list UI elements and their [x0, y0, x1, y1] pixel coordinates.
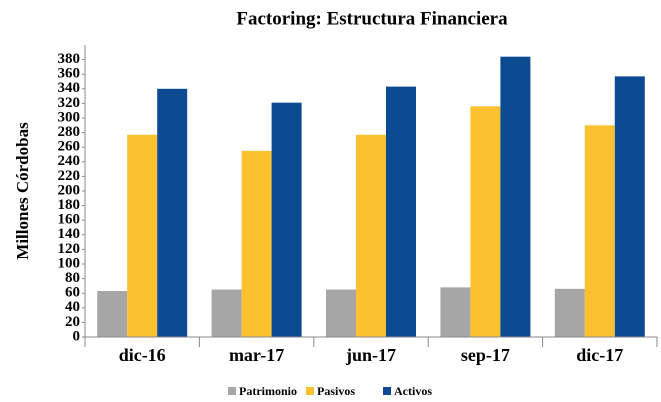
y-tick-label: 220 [58, 168, 81, 184]
bar [127, 134, 158, 337]
x-tick-label: jun-17 [345, 345, 396, 365]
y-tick-label: 360 [58, 66, 81, 82]
y-tick-label: 300 [58, 109, 81, 125]
bar [241, 150, 272, 337]
chart-title: Factoring: Estructura Financiera [236, 8, 508, 29]
y-tick-label: 20 [65, 314, 80, 330]
bar [157, 88, 188, 337]
y-tick-label: 120 [58, 241, 81, 257]
y-tick-label: 80 [65, 270, 80, 286]
x-tick-label: sep-17 [461, 345, 510, 365]
bar [211, 289, 242, 337]
x-tick-label: mar-17 [229, 345, 284, 365]
y-tick-label: 380 [58, 51, 81, 67]
bar [386, 86, 416, 337]
x-tick-label: dic-17 [576, 345, 623, 365]
bar [271, 102, 302, 337]
y-tick-label: 320 [58, 95, 81, 111]
legend-swatch [306, 387, 314, 395]
bar [356, 134, 386, 337]
y-tick-label: 340 [58, 80, 81, 96]
y-axis-label: Millones Córdobas [13, 122, 32, 260]
bar [97, 291, 128, 337]
legend-label: Pasivos [317, 384, 355, 398]
y-tick-label: 140 [58, 226, 81, 242]
y-tick-label: 60 [65, 285, 80, 301]
legend-swatch [228, 387, 236, 395]
legend-swatch [383, 387, 391, 395]
bar [470, 106, 501, 337]
legend-label: Patrimonio [239, 384, 297, 398]
y-tick-label: 180 [58, 197, 81, 213]
y-tick-label: 200 [58, 182, 81, 198]
y-tick-label: 40 [65, 299, 80, 315]
y-tick-label: 100 [58, 255, 81, 271]
y-tick-label: 280 [58, 124, 81, 140]
y-tick-label: 240 [58, 153, 81, 169]
bar [554, 288, 585, 337]
x-tick-label: dic-16 [119, 345, 166, 365]
y-tick-label: 160 [58, 212, 81, 228]
bar [614, 76, 645, 337]
bar [440, 287, 471, 337]
bar [326, 289, 356, 337]
bar [584, 125, 615, 337]
y-tick-label: 0 [73, 328, 81, 344]
bar [500, 56, 531, 338]
y-tick-label: 260 [58, 139, 81, 155]
legend-label: Activos [394, 384, 432, 398]
